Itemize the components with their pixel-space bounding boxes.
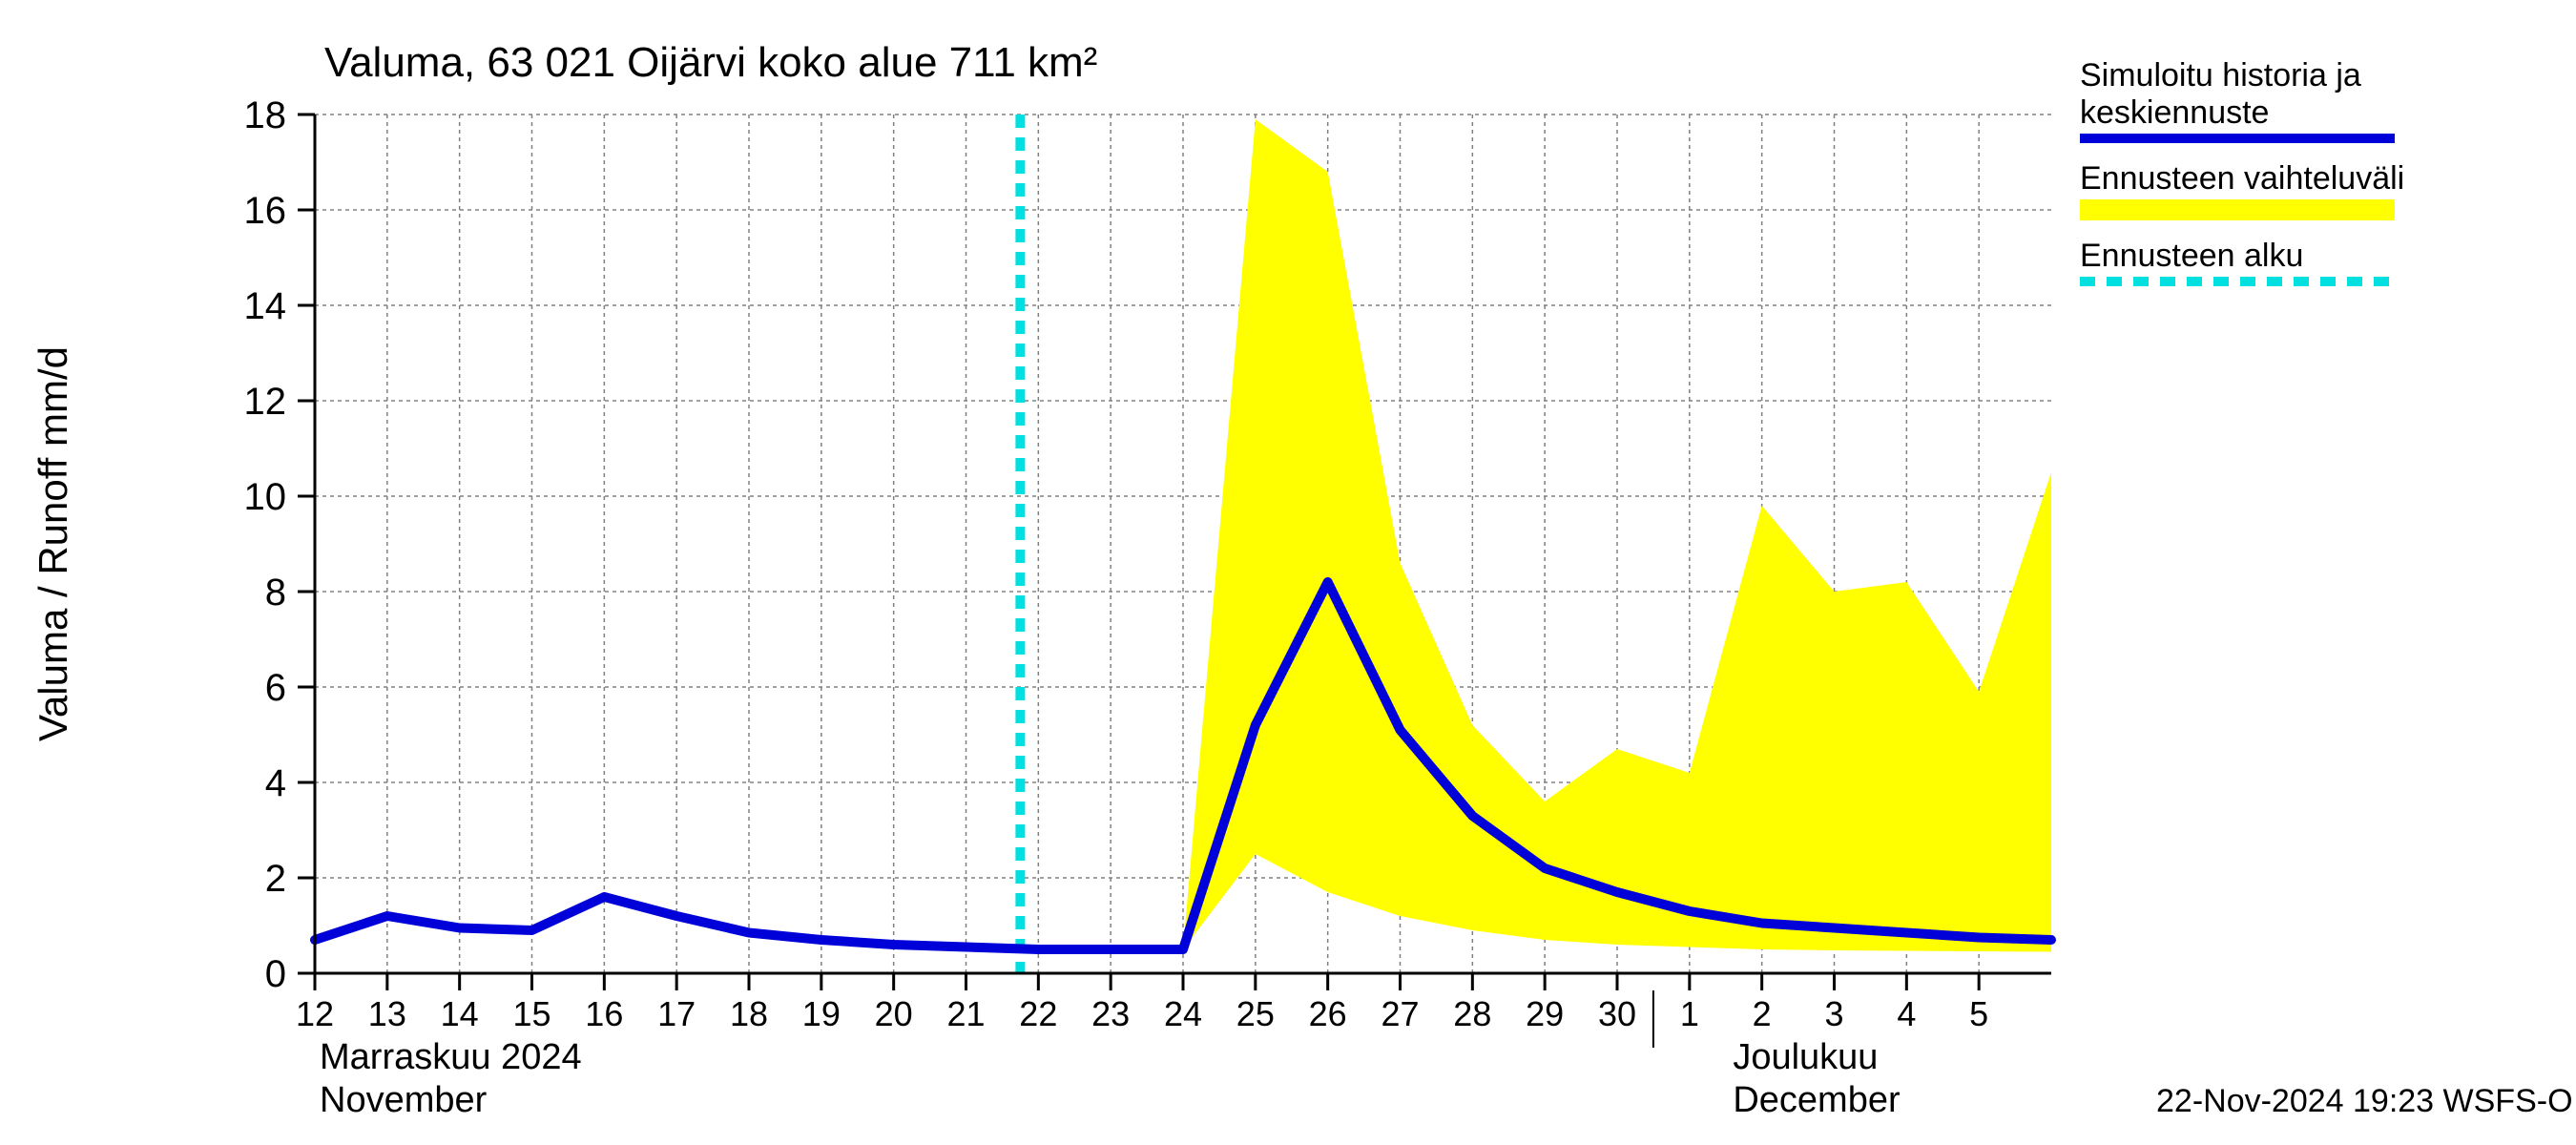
legend-label: keskiennuste (2080, 94, 2547, 132)
x-tick-label: 24 (1164, 994, 1202, 1033)
legend-swatch (2080, 277, 2395, 286)
legend: Simuloitu historia jakeskiennuste Ennuste… (2080, 57, 2547, 303)
legend-item: Simuloitu historia jakeskiennuste (2080, 57, 2547, 143)
y-tick-label: 8 (265, 572, 286, 614)
x-tick-label: 22 (1019, 994, 1057, 1033)
x-tick-label: 12 (296, 994, 334, 1033)
legend-item: Ennusteen alku (2080, 238, 2547, 286)
y-tick-label: 10 (244, 476, 287, 518)
x-tick-label: 1 (1680, 994, 1699, 1033)
x-tick-label: 27 (1381, 994, 1419, 1033)
y-tick-label: 14 (244, 285, 287, 327)
x-tick-label: 17 (657, 994, 696, 1033)
x-tick-label: 21 (946, 994, 985, 1033)
x-tick-label: 19 (802, 994, 841, 1033)
y-tick-label: 2 (265, 858, 286, 900)
y-tick-label: 0 (265, 953, 286, 995)
y-tick-label: 12 (244, 381, 287, 423)
x-tick-label: 3 (1824, 994, 1843, 1033)
month-label-fi-right: Joulukuu (1733, 1037, 1878, 1077)
y-tick-label: 16 (244, 190, 287, 232)
x-tick-label: 29 (1526, 994, 1564, 1033)
x-tick-label: 2 (1753, 994, 1772, 1033)
x-tick-label: 20 (875, 994, 913, 1033)
chart-stage: 0246810121416181213141516171819202122232… (0, 0, 2576, 1145)
month-label-en-right: December (1733, 1080, 1901, 1120)
legend-swatch (2080, 199, 2395, 220)
y-tick-label: 18 (244, 94, 287, 136)
month-label-en-left: November (320, 1080, 488, 1120)
y-tick-label: 6 (265, 667, 286, 709)
x-tick-label: 16 (585, 994, 623, 1033)
x-tick-label: 4 (1897, 994, 1916, 1033)
x-tick-label: 23 (1091, 994, 1130, 1033)
legend-label: Ennusteen vaihteluväli (2080, 160, 2547, 198)
y-tick-label: 4 (265, 762, 286, 804)
legend-item: Ennusteen vaihteluväli (2080, 160, 2547, 220)
y-axis-label: Valuma / Runoff mm/d (31, 346, 75, 741)
legend-label: Ennusteen alku (2080, 238, 2547, 275)
x-tick-label: 13 (368, 994, 406, 1033)
x-tick-label: 14 (441, 994, 479, 1033)
x-tick-label: 26 (1309, 994, 1347, 1033)
x-tick-label: 18 (730, 994, 768, 1033)
x-tick-label: 15 (512, 994, 551, 1033)
x-tick-label: 28 (1453, 994, 1491, 1033)
chart-title: Valuma, 63 021 Oijärvi koko alue 711 km² (324, 39, 1097, 86)
legend-label: Simuloitu historia ja (2080, 57, 2547, 94)
month-label-fi-left: Marraskuu 2024 (320, 1037, 582, 1077)
footer-timestamp: 22-Nov-2024 19:23 WSFS-O (2156, 1083, 2573, 1120)
x-tick-label: 5 (1969, 994, 1988, 1033)
x-tick-label: 25 (1236, 994, 1275, 1033)
legend-swatch (2080, 134, 2395, 143)
x-tick-label: 30 (1598, 994, 1636, 1033)
